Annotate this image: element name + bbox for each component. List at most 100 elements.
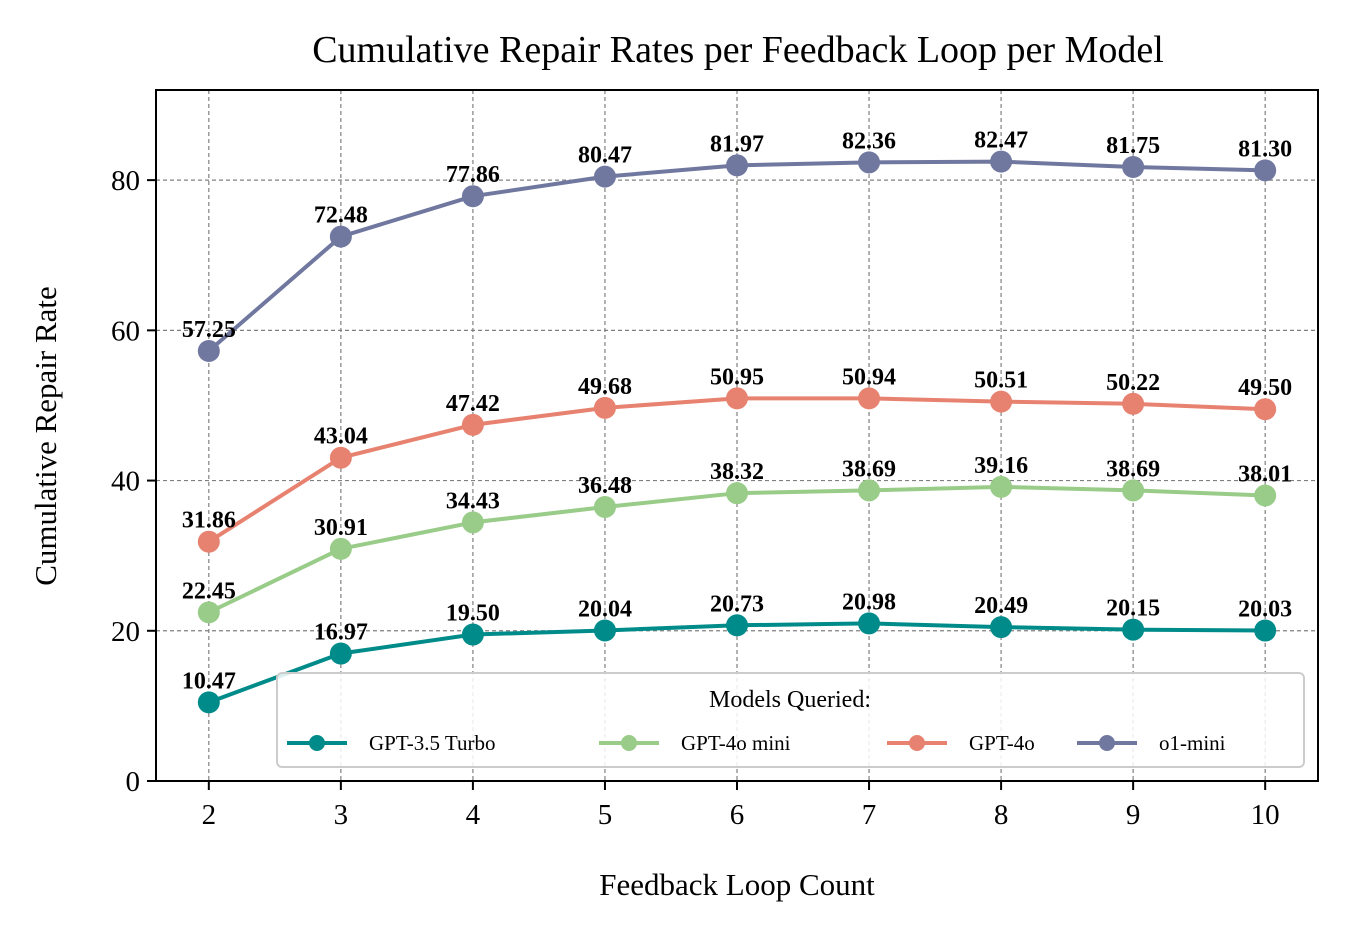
data-label: 81.97 <box>710 131 764 157</box>
y-axis-label: Cumulative Repair Rate <box>28 286 63 586</box>
data-label: 19.50 <box>446 601 500 627</box>
data-label: 82.36 <box>842 128 896 154</box>
x-axis-label: Feedback Loop Count <box>599 867 875 902</box>
legend-label: GPT-4o mini <box>681 731 791 755</box>
data-label: 50.22 <box>1106 370 1160 396</box>
data-point <box>990 390 1013 413</box>
data-point <box>990 616 1013 639</box>
legend-marker <box>621 735 637 751</box>
data-label: 38.32 <box>710 459 764 485</box>
data-point <box>858 151 881 174</box>
data-point <box>1254 398 1277 421</box>
axis-ticks: 2 3 4 5 6 7 8 9 10 0 20 40 60 80 <box>111 165 1280 831</box>
data-point <box>197 530 220 553</box>
data-label: 10.47 <box>182 668 236 694</box>
data-label: 80.47 <box>578 143 632 169</box>
data-point <box>593 165 616 188</box>
data-label: 20.04 <box>578 596 632 622</box>
y-tick-label: 60 <box>111 315 140 347</box>
data-label: 30.91 <box>314 515 368 541</box>
data-point <box>1254 619 1277 642</box>
legend-item: GPT-4o mini <box>599 731 791 755</box>
data-label: 34.43 <box>446 488 500 514</box>
x-tick-label: 8 <box>994 799 1009 831</box>
data-point <box>593 619 616 642</box>
y-tick-label: 0 <box>126 766 141 798</box>
data-point <box>858 387 881 410</box>
data-point <box>1254 484 1277 507</box>
x-tick-label: 7 <box>862 799 877 831</box>
data-label: 38.69 <box>1106 456 1160 482</box>
data-point <box>726 387 748 410</box>
y-tick-label: 20 <box>111 616 140 648</box>
data-point <box>1122 155 1145 178</box>
x-tick-label: 10 <box>1251 799 1280 831</box>
data-label: 20.03 <box>1238 597 1292 623</box>
data-point <box>593 396 616 419</box>
data-label: 82.47 <box>974 128 1028 154</box>
data-point <box>990 475 1013 498</box>
legend-marker <box>309 735 325 751</box>
data-labels: 10.47 16.97 19.50 20.04 20.73 20.98 20.49 20.15… <box>182 128 1292 695</box>
data-label: 47.42 <box>446 391 500 417</box>
x-tick-label: 9 <box>1126 799 1141 831</box>
legend-marker <box>1099 735 1115 751</box>
legend-item: o1-mini <box>1077 731 1226 755</box>
legend: Models Queried: GPT-3.5 Turbo GPT-4o mini… <box>276 672 1305 768</box>
data-label: 43.04 <box>314 424 368 450</box>
data-label: 50.51 <box>974 368 1028 394</box>
legend-item: GPT-4o <box>887 731 1035 755</box>
data-point <box>329 642 352 665</box>
x-tick-label: 3 <box>334 799 349 831</box>
series-gpt-3-5-turbo <box>197 612 1277 714</box>
data-label: 49.68 <box>578 374 632 400</box>
data-point <box>726 154 748 177</box>
legend-label: GPT-4o <box>969 731 1035 755</box>
data-point <box>1122 618 1145 641</box>
data-label: 72.48 <box>314 203 368 229</box>
data-label: 38.01 <box>1238 462 1292 488</box>
legend-label: GPT-3.5 Turbo <box>369 731 495 755</box>
data-label: 50.94 <box>842 364 896 390</box>
data-point <box>726 482 748 505</box>
data-point <box>197 601 220 624</box>
data-label: 49.50 <box>1238 375 1292 401</box>
data-point <box>990 150 1013 173</box>
x-tick-label: 2 <box>202 799 217 831</box>
data-label: 81.75 <box>1106 133 1160 159</box>
data-point <box>858 612 881 635</box>
series-layer <box>197 150 1277 714</box>
data-point <box>329 446 352 469</box>
data-point <box>593 496 616 519</box>
data-point <box>329 225 352 248</box>
data-point <box>726 614 748 637</box>
x-tick-label: 4 <box>466 799 481 831</box>
data-point <box>197 340 220 363</box>
data-label: 16.97 <box>314 620 368 646</box>
data-point <box>329 537 352 560</box>
data-label: 20.15 <box>1106 596 1160 622</box>
legend-label: o1-mini <box>1159 731 1226 755</box>
data-label: 38.69 <box>842 456 896 482</box>
series-gpt-4o-mini <box>197 475 1277 624</box>
data-label: 22.45 <box>182 578 236 604</box>
data-point <box>197 691 220 714</box>
data-point <box>461 185 484 208</box>
series-o1-mini <box>197 150 1277 363</box>
chart-title: Cumulative Repair Rates per Feedback Loo… <box>312 29 1164 71</box>
data-label: 20.49 <box>974 593 1028 619</box>
y-tick-label: 80 <box>111 165 140 197</box>
data-label: 57.25 <box>182 317 236 343</box>
data-point <box>461 623 484 646</box>
data-point <box>858 479 881 502</box>
legend-item: GPT-3.5 Turbo <box>287 731 495 755</box>
x-tick-label: 5 <box>598 799 613 831</box>
y-tick-label: 40 <box>111 466 140 498</box>
data-label: 31.86 <box>182 508 236 534</box>
legend-title: Models Queried: <box>709 687 871 713</box>
data-label: 50.95 <box>710 364 764 390</box>
data-point <box>461 511 484 534</box>
data-label: 36.48 <box>578 473 632 499</box>
